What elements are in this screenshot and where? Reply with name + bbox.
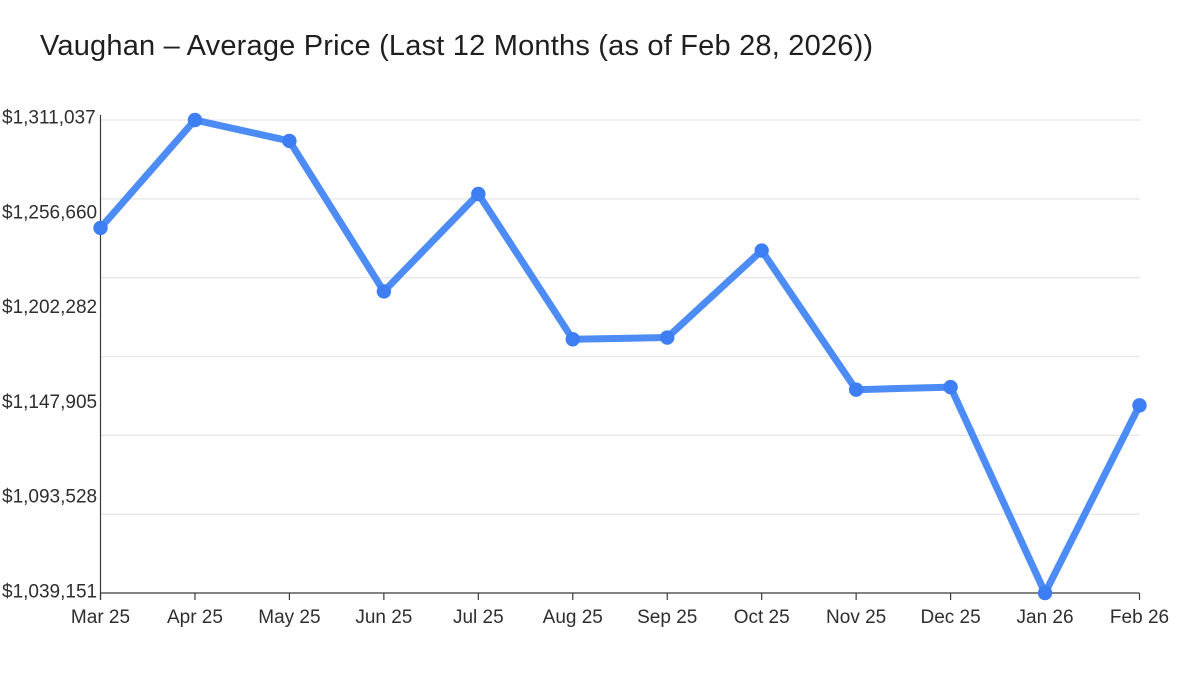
y-tick-label: $1,311,037 bbox=[2, 108, 96, 129]
x-tick-label: Jan 26 bbox=[1017, 607, 1074, 628]
x-tick-label: Dec 25 bbox=[920, 607, 980, 628]
x-tick-label: Aug 25 bbox=[543, 607, 603, 628]
x-tick-label: Sep 25 bbox=[637, 607, 697, 628]
data-point-nov-25[interactable] bbox=[848, 382, 864, 397]
data-point-may-25[interactable] bbox=[282, 133, 297, 149]
y-tick-label: $1,147,905 bbox=[2, 392, 97, 413]
data-point-sep-25[interactable] bbox=[660, 330, 675, 345]
data-point-aug-25[interactable] bbox=[565, 332, 580, 347]
y-tick-label: $1,093,528 bbox=[2, 487, 97, 508]
x-tick-label: Mar 25 bbox=[71, 607, 130, 628]
price-line bbox=[97, 116, 1143, 597]
x-tick-label: May 25 bbox=[258, 607, 320, 628]
data-point-oct-25[interactable] bbox=[754, 243, 769, 258]
data-point-mar-25[interactable] bbox=[93, 220, 108, 236]
y-tick-label: $1,202,282 bbox=[2, 297, 97, 318]
x-tick-label: Feb 26 bbox=[1110, 607, 1169, 628]
x-tick-label: Apr 25 bbox=[167, 607, 223, 628]
data-point-jun-25[interactable] bbox=[376, 284, 392, 299]
x-tick-label: Jul 25 bbox=[453, 607, 504, 628]
data-point-apr-25[interactable] bbox=[187, 112, 203, 128]
y-tick-label: $1,256,660 bbox=[2, 202, 97, 223]
x-tick-label: Jun 25 bbox=[355, 607, 412, 628]
data-point-dec-25[interactable] bbox=[943, 379, 958, 395]
chart-title: Vaughan – Average Price (Last 12 Months … bbox=[40, 30, 874, 62]
data-point-feb-26[interactable] bbox=[1132, 398, 1147, 413]
data-point-jan-26[interactable] bbox=[1037, 585, 1053, 601]
x-tick-label: Oct 25 bbox=[734, 607, 790, 628]
data-point-jul-25[interactable] bbox=[471, 186, 486, 202]
y-tick-label: $1,039,151 bbox=[2, 582, 97, 603]
x-tick-label: Nov 25 bbox=[826, 607, 886, 628]
